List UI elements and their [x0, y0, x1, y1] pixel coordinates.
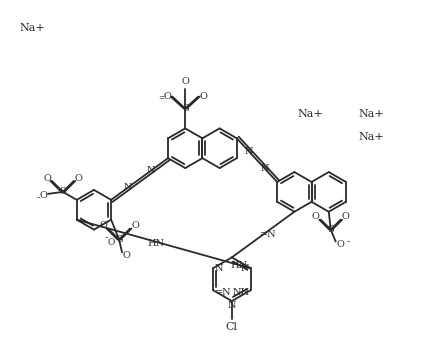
- Text: N: N: [124, 183, 132, 192]
- Text: S: S: [59, 187, 66, 196]
- Text: N: N: [261, 164, 269, 174]
- Text: O: O: [163, 92, 171, 101]
- Text: O: O: [39, 191, 47, 200]
- Text: O: O: [122, 251, 130, 260]
- Text: N: N: [245, 147, 253, 156]
- Text: N: N: [215, 264, 223, 273]
- Text: O: O: [199, 92, 207, 101]
- Text: O: O: [107, 238, 115, 247]
- Text: -: -: [36, 193, 40, 202]
- Text: HN: HN: [147, 240, 164, 248]
- Text: -: -: [347, 237, 350, 246]
- Text: O: O: [75, 174, 83, 182]
- Text: N: N: [228, 301, 236, 310]
- Text: Na+: Na+: [20, 23, 45, 33]
- Text: S: S: [182, 104, 189, 113]
- Text: S: S: [327, 225, 334, 234]
- Text: Na+: Na+: [297, 109, 323, 119]
- Text: O: O: [312, 212, 320, 221]
- Text: O: O: [43, 174, 51, 182]
- Text: =N: =N: [260, 230, 276, 239]
- Text: -: -: [104, 233, 108, 242]
- Text: N: N: [147, 166, 155, 175]
- Text: =N: =N: [214, 288, 231, 297]
- Text: O: O: [131, 221, 139, 230]
- Text: S: S: [116, 235, 122, 244]
- Text: O: O: [342, 212, 350, 221]
- Text: Cl: Cl: [226, 322, 238, 332]
- Text: Na+: Na+: [359, 109, 385, 119]
- Text: =: =: [158, 95, 165, 102]
- Text: Na+: Na+: [359, 132, 385, 142]
- Text: NH: NH: [232, 288, 250, 297]
- Text: O: O: [181, 77, 189, 86]
- Text: N: N: [241, 264, 249, 273]
- Text: O: O: [99, 221, 107, 230]
- Text: O: O: [337, 240, 345, 249]
- Text: HN: HN: [230, 261, 247, 270]
